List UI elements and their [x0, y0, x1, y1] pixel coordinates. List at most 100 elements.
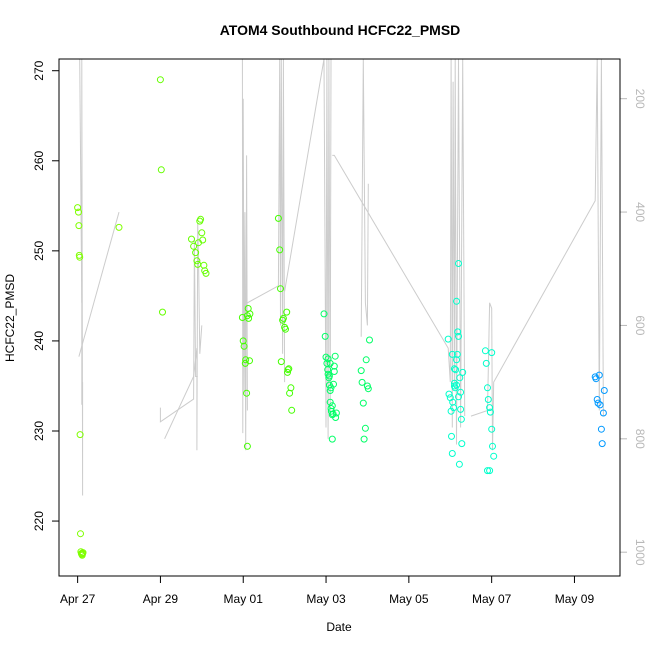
data-point — [364, 385, 372, 393]
data-point — [79, 549, 87, 557]
data-point — [486, 404, 494, 412]
data-point — [246, 357, 253, 365]
data-point — [489, 442, 496, 450]
data-point — [188, 235, 195, 243]
data-point — [75, 208, 82, 216]
data-point — [277, 358, 285, 366]
data-point — [324, 355, 332, 363]
plot-frame — [58, 58, 621, 577]
data-point — [482, 359, 490, 367]
data-point — [600, 387, 608, 394]
data-point — [453, 356, 460, 364]
data-point — [452, 366, 460, 374]
data-point — [243, 442, 251, 450]
x-tick-label: May 01 — [224, 592, 264, 606]
y2-tick-label: 800 — [633, 429, 647, 449]
data-point — [490, 452, 498, 460]
data-point — [484, 467, 491, 475]
x-tick-label: May 03 — [306, 592, 346, 606]
data-point — [595, 371, 603, 379]
data-point — [283, 308, 291, 316]
data-point — [448, 432, 455, 440]
data-point — [360, 435, 368, 443]
profile-line — [78, 211, 120, 357]
data-point — [324, 366, 332, 374]
data-point — [366, 336, 373, 344]
data-point — [287, 384, 295, 392]
data-point — [444, 335, 452, 343]
data-point — [455, 393, 462, 401]
data-point — [276, 246, 284, 254]
data-point — [457, 388, 465, 396]
y-axis-label: HCFC22_PMSD — [3, 274, 17, 362]
data-point — [288, 406, 296, 414]
data-points — [74, 76, 608, 559]
data-point — [325, 372, 333, 380]
data-point — [594, 399, 602, 407]
data-point — [484, 384, 491, 392]
y-tick-label: 270 — [32, 60, 46, 80]
data-point — [488, 349, 496, 357]
data-point — [76, 431, 84, 439]
data-point — [599, 409, 607, 417]
data-point — [486, 467, 494, 475]
data-point — [326, 359, 334, 367]
y2-tick-label: 1000 — [633, 539, 647, 566]
data-point — [282, 325, 289, 333]
profile-line — [164, 223, 203, 451]
data-point — [193, 257, 201, 265]
y-tick-label: 250 — [32, 240, 46, 260]
data-point — [358, 378, 366, 386]
data-point — [321, 332, 329, 340]
data-point — [455, 260, 462, 267]
data-point — [450, 365, 458, 373]
data-point — [453, 350, 461, 358]
x-tick-label: May 07 — [472, 592, 512, 606]
data-point — [246, 310, 254, 318]
data-point — [330, 368, 338, 375]
data-point — [115, 223, 123, 231]
data-point — [274, 214, 282, 222]
data-point — [455, 460, 463, 468]
data-point — [593, 396, 601, 403]
data-point — [597, 425, 605, 433]
data-point — [457, 405, 465, 413]
profile-line — [241, 58, 248, 451]
data-point — [199, 236, 207, 244]
data-point — [328, 402, 336, 410]
data-point — [362, 356, 370, 364]
profile-line — [332, 58, 466, 445]
data-point — [332, 409, 340, 417]
data-point — [240, 342, 248, 350]
data-point — [77, 530, 84, 538]
data-point — [159, 308, 166, 316]
data-point — [453, 297, 460, 305]
y-tick-label: 230 — [32, 421, 46, 441]
data-point — [192, 249, 200, 257]
data-point — [284, 366, 292, 374]
data-point — [284, 368, 291, 376]
data-point — [450, 404, 458, 412]
y2-tick-label: 600 — [633, 315, 647, 335]
data-point — [74, 204, 82, 212]
y-tick-label: 260 — [32, 150, 46, 170]
profile-line — [247, 58, 286, 383]
x-tick-label: May 05 — [389, 592, 429, 606]
data-point — [453, 381, 460, 389]
data-point — [331, 352, 339, 360]
data-point — [324, 370, 332, 378]
x-axis-label: Date — [326, 620, 352, 634]
data-point — [488, 425, 496, 433]
data-point — [75, 222, 83, 230]
data-point — [598, 440, 606, 448]
data-point — [486, 408, 494, 416]
data-point — [456, 374, 464, 382]
data-point — [277, 285, 284, 293]
data-point — [285, 365, 293, 373]
data-point — [359, 399, 367, 407]
data-point — [596, 401, 604, 409]
x-tick-label: May 09 — [555, 592, 595, 606]
data-point — [245, 314, 253, 322]
data-point — [481, 347, 489, 355]
